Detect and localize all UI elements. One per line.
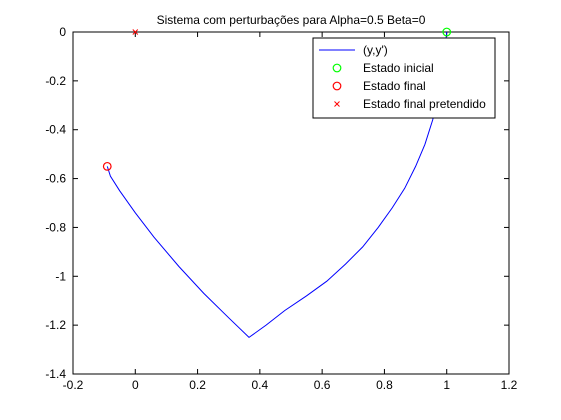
legend-entry-label: Estado inicial [363,61,434,75]
x-tick-label: 0.6 [314,378,331,392]
plot-axes: -0.2 0 0.2 0.4 0.6 0.8 1 1.2 0 -0.2 -0.4 -0.6 -0.8 -1… [45,25,517,392]
y-tick-label: -1 [55,269,66,283]
series-line-trajectory [106,31,448,339]
x-tick-label: 1.2 [501,378,518,392]
data-point-estado-final [102,161,112,171]
x-tick-label: 0.2 [189,378,206,392]
legend-marker-sample [334,101,340,107]
plot-area-frame [72,31,510,375]
x-tick-label: 0.4 [252,378,269,392]
x-tick-label: -0.2 [63,378,84,392]
legend-marker-sample [332,63,342,73]
x-tick-label: 0.8 [376,378,393,392]
legend-marker-sample [332,81,342,91]
data-point-estado-final-pretendido [132,29,139,35]
chart-title: Sistema com perturbações para Alpha=0.5 … [157,13,426,27]
y-tick-label: -0.8 [45,220,66,234]
series-layer [102,27,452,339]
legend-box [312,37,496,119]
legend-entry-label: Estado final pretendido [363,97,486,111]
legend-entry-label: Estado final [363,79,426,93]
y-tick-label: -1.4 [45,367,66,381]
y-tick-label: -0.4 [45,123,66,137]
x-tick-label: 1 [443,378,450,392]
y-tick-label: -0.2 [45,74,66,88]
legend: (y,y') Estado inicial Estado final Estado f… [312,37,496,119]
x-tick-label: 0 [132,378,139,392]
y-tick-label: -0.6 [45,172,66,186]
legend-entry-label: (y,y') [363,43,388,57]
y-tick-label: 0 [59,25,66,39]
data-point-estado-inicial [442,27,452,37]
y-tick-label: -1.2 [45,318,66,332]
